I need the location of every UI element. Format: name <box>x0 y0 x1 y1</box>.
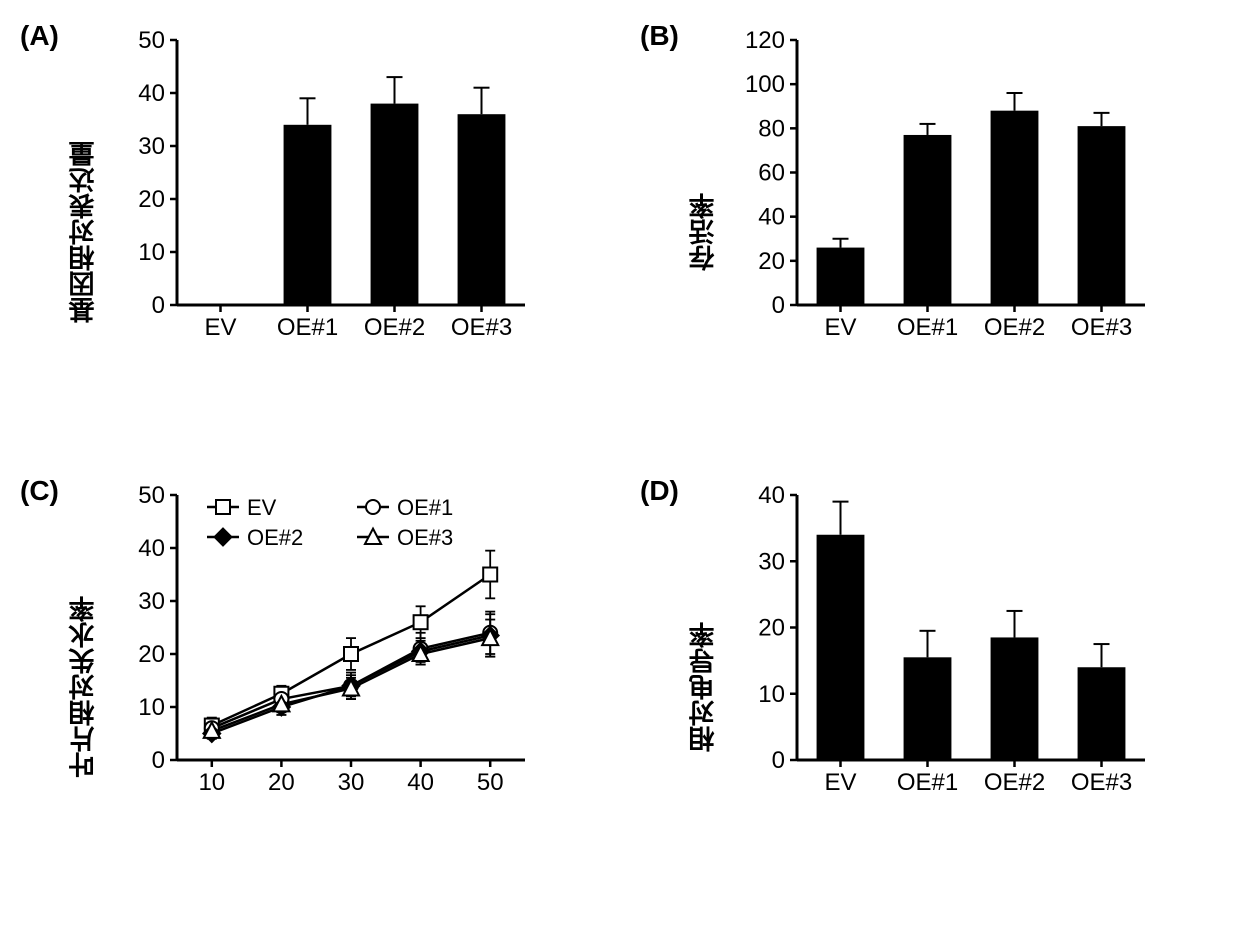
svg-text:80: 80 <box>758 115 785 142</box>
svg-text:50: 50 <box>477 769 504 796</box>
panel-b-svg: 0 20 40 60 80 100 120 EV OE#1 OE#2 OE#3 <box>725 20 1165 360</box>
panel-b-chart: 存活率 0 20 40 60 80 100 120 EV OE#1 OE#2 OE#3 <box>680 20 1220 445</box>
svg-text:40: 40 <box>758 482 785 509</box>
svg-text:10: 10 <box>138 239 165 266</box>
svg-text:20: 20 <box>138 641 165 668</box>
panel-c-ylabel: 叶片相对失水率 <box>60 475 105 900</box>
panel-d-chart: 相对电导率 0 10 20 30 40 EV OE#1 OE#2 OE#3 <box>680 475 1220 900</box>
svg-text:OE#3: OE#3 <box>1071 314 1132 341</box>
svg-text:40: 40 <box>758 204 785 231</box>
panel-d: (D) 相对电导率 0 10 20 30 40 EV OE#1 OE#2 OE#3 <box>640 475 1220 900</box>
svg-text:50: 50 <box>138 27 165 54</box>
svg-text:10: 10 <box>198 769 225 796</box>
svg-text:OE#1: OE#1 <box>397 495 453 520</box>
panel-b-label: (B) <box>640 20 679 52</box>
svg-text:OE#1: OE#1 <box>277 314 338 341</box>
svg-text:10: 10 <box>138 694 165 721</box>
svg-text:OE#3: OE#3 <box>1071 769 1132 796</box>
svg-text:30: 30 <box>138 588 165 615</box>
svg-text:120: 120 <box>745 27 785 54</box>
svg-text:60: 60 <box>758 160 785 187</box>
svg-text:0: 0 <box>152 292 165 319</box>
svg-text:20: 20 <box>138 186 165 213</box>
panel-c-label: (C) <box>20 475 59 507</box>
panel-a-label: (A) <box>20 20 59 52</box>
svg-text:EV: EV <box>824 769 856 796</box>
svg-text:OE#1: OE#1 <box>897 769 958 796</box>
svg-text:EV: EV <box>824 314 856 341</box>
svg-text:OE#2: OE#2 <box>247 525 303 550</box>
svg-text:OE#2: OE#2 <box>984 769 1045 796</box>
svg-text:EV: EV <box>247 495 277 520</box>
panel-d-svg: 0 10 20 30 40 EV OE#1 OE#2 OE#3 <box>725 475 1165 815</box>
svg-text:EV: EV <box>204 314 236 341</box>
svg-text:30: 30 <box>758 548 785 575</box>
svg-text:20: 20 <box>268 769 295 796</box>
panel-a-ylabel: 基因相对表达量 <box>60 20 105 445</box>
svg-text:0: 0 <box>772 747 785 774</box>
panel-d-label: (D) <box>640 475 679 507</box>
panel-a-svg: 0 10 20 30 40 50 EV OE#1 OE#2 OE#3 <box>105 20 545 360</box>
svg-text:100: 100 <box>745 71 785 98</box>
svg-text:0: 0 <box>152 747 165 774</box>
svg-text:OE#3: OE#3 <box>451 314 512 341</box>
svg-text:10: 10 <box>758 681 785 708</box>
panel-a: (A) 基因相对表达量 0 10 20 30 40 50 EV OE#1 OE#2 OE#3 <box>20 20 600 445</box>
svg-text:20: 20 <box>758 248 785 275</box>
panel-b: (B) 存活率 0 20 40 60 80 100 120 EV OE#1 OE#2 OE#3 <box>640 20 1220 445</box>
panel-c-svg: 0 10 20 30 40 50 10 20 30 40 50 EV OE#1 OE#2 OE#3 <box>105 475 545 815</box>
svg-text:20: 20 <box>758 615 785 642</box>
svg-text:30: 30 <box>338 769 365 796</box>
svg-text:30: 30 <box>138 133 165 160</box>
svg-text:OE#1: OE#1 <box>897 314 958 341</box>
svg-text:OE#2: OE#2 <box>364 314 425 341</box>
svg-text:40: 40 <box>407 769 434 796</box>
svg-text:40: 40 <box>138 535 165 562</box>
panel-c: (C) 叶片相对失水率 0 10 20 30 40 50 10 20 30 40 50 EV OE#1 O… <box>20 475 600 900</box>
panel-a-chart: 基因相对表达量 0 10 20 30 40 50 EV OE#1 OE#2 OE#3 <box>60 20 600 445</box>
panel-b-ylabel: 存活率 <box>680 20 725 445</box>
svg-text:50: 50 <box>138 482 165 509</box>
svg-text:40: 40 <box>138 80 165 107</box>
svg-text:OE#3: OE#3 <box>397 525 453 550</box>
svg-text:OE#2: OE#2 <box>984 314 1045 341</box>
panel-c-chart: 叶片相对失水率 0 10 20 30 40 50 10 20 30 40 50 EV OE#1 OE#2 O… <box>60 475 600 900</box>
svg-text:0: 0 <box>772 292 785 319</box>
figure-grid: (A) 基因相对表达量 0 10 20 30 40 50 EV OE#1 OE#2 OE#3 (B… <box>20 20 1220 900</box>
panel-d-ylabel: 相对电导率 <box>680 475 725 900</box>
